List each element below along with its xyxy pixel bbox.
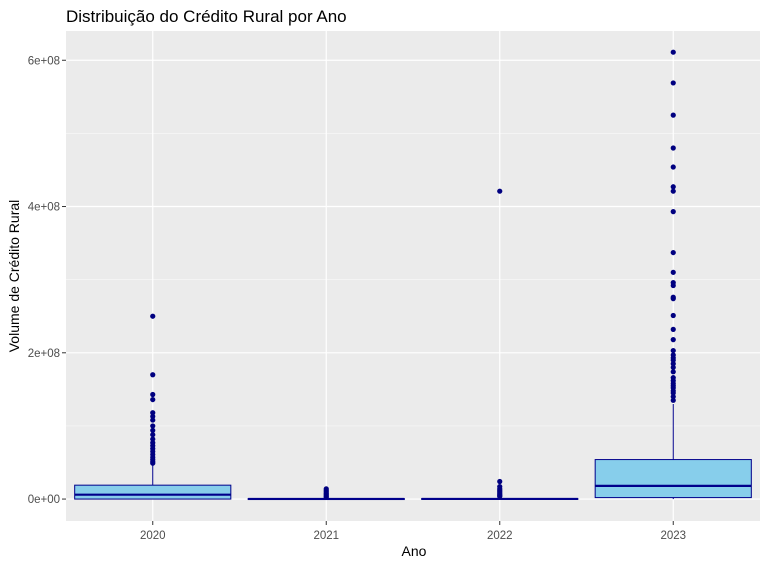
outlier-point <box>670 357 676 363</box>
y-axis: 0e+00 2e+08 4e+08 6e+08 <box>28 55 66 506</box>
outlier-point <box>150 313 156 319</box>
x-tick-label: 2023 <box>660 530 686 542</box>
outlier-point <box>670 112 676 118</box>
outlier-point <box>670 337 676 343</box>
outlier-point <box>150 417 156 423</box>
outlier-point <box>670 361 676 367</box>
outlier-point <box>670 326 676 332</box>
outlier-point <box>150 410 156 416</box>
outlier-point <box>670 49 676 55</box>
outlier-point <box>670 296 676 302</box>
y-tick-label: 4e+08 <box>28 202 60 214</box>
outlier-point <box>670 364 676 371</box>
y-axis-title: Volume de Crédito Rural <box>6 200 22 353</box>
outlier-point <box>670 80 676 86</box>
outlier-point <box>150 423 156 429</box>
outlier-point <box>670 188 676 194</box>
outlier-point <box>150 413 156 420</box>
box-2020 <box>74 313 232 500</box>
box-2022 <box>421 188 579 501</box>
outlier-point <box>323 494 329 500</box>
outlier-point <box>670 145 676 151</box>
x-tick-label: 2021 <box>313 530 339 542</box>
outlier-point <box>497 493 503 500</box>
outlier-point <box>497 478 503 485</box>
outlier-point <box>670 394 676 400</box>
y-tick-label: 6e+08 <box>28 55 60 67</box>
box-2023 <box>594 49 752 500</box>
box-2021 <box>247 486 405 501</box>
box-series <box>74 49 752 501</box>
outlier-point <box>670 369 676 375</box>
minor-grid <box>66 133 760 427</box>
outlier-point <box>670 397 676 403</box>
outlier-point <box>670 184 676 190</box>
outlier-point <box>150 427 156 433</box>
box-body <box>594 459 752 499</box>
outlier-point <box>150 372 156 378</box>
outlier-point <box>670 347 676 354</box>
outlier-point <box>670 164 676 170</box>
outlier-point <box>497 188 503 194</box>
outlier-point <box>150 396 156 403</box>
x-axis-title: Ano <box>402 543 427 559</box>
outlier-point <box>670 209 676 215</box>
outlier-point <box>150 460 156 466</box>
outlier-point <box>670 390 676 396</box>
plot-panel <box>66 31 760 521</box>
x-tick-label: 2020 <box>140 530 166 542</box>
box-body <box>74 484 232 500</box>
outlier-point <box>670 312 676 319</box>
outlier-point <box>150 436 156 442</box>
outlier-point <box>150 391 156 398</box>
y-tick-label: 0e+00 <box>28 494 60 506</box>
outlier-point <box>150 432 156 438</box>
x-tick-label: 2022 <box>487 530 513 542</box>
y-tick-label: 2e+08 <box>28 348 60 360</box>
outlier-point <box>670 269 676 275</box>
outlier-point <box>670 249 676 256</box>
chart-title: Distribuição do Crédito Rural por Ano <box>66 7 347 26</box>
x-axis: 2020 2021 2022 2023 <box>140 521 686 542</box>
outlier-point <box>670 282 676 289</box>
